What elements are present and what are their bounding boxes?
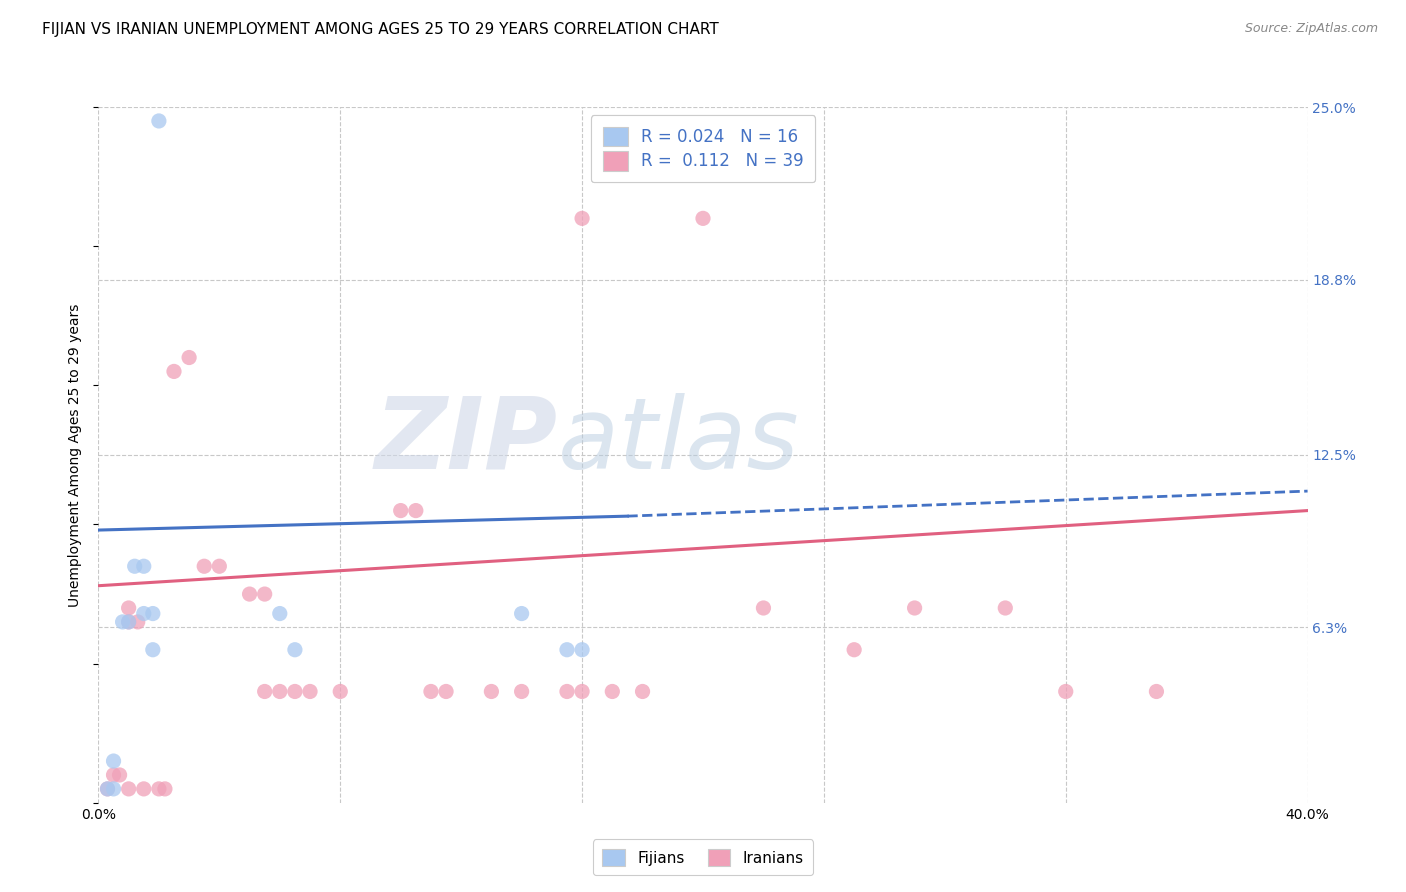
Point [269, 607, 291, 621]
Point [118, 601, 141, 615]
Point [118, 615, 141, 629]
Point [103, 768, 125, 782]
Point [108, 768, 131, 782]
Point [96, 781, 118, 796]
Point [571, 684, 593, 698]
Point [103, 754, 125, 768]
Point [163, 364, 186, 378]
Point [124, 559, 146, 574]
Text: Source: ZipAtlas.com: Source: ZipAtlas.com [1244, 22, 1378, 36]
Point [284, 684, 307, 698]
Point [1054, 684, 1077, 698]
Point [299, 684, 322, 698]
Point [142, 607, 165, 621]
Point [571, 642, 593, 657]
Point [253, 587, 276, 601]
Point [405, 503, 427, 517]
Point [555, 642, 578, 657]
Point [481, 684, 503, 698]
Point [844, 642, 866, 657]
Point [132, 607, 155, 621]
Point [239, 587, 262, 601]
Text: ZIP: ZIP [375, 392, 558, 490]
Point [253, 684, 276, 698]
Point [904, 601, 927, 615]
Point [142, 642, 165, 657]
Point [631, 684, 654, 698]
Point [148, 781, 170, 796]
Point [602, 684, 624, 698]
Point [148, 114, 170, 128]
Point [153, 781, 176, 796]
Point [692, 211, 714, 226]
Legend: Fijians, Iranians: Fijians, Iranians [593, 839, 813, 875]
Legend: R = 0.024   N = 16, R =  0.112   N = 39: R = 0.024 N = 16, R = 0.112 N = 39 [591, 115, 815, 182]
Text: FIJIAN VS IRANIAN UNEMPLOYMENT AMONG AGES 25 TO 29 YEARS CORRELATION CHART: FIJIAN VS IRANIAN UNEMPLOYMENT AMONG AGE… [42, 22, 718, 37]
Point [103, 781, 125, 796]
Point [510, 607, 533, 621]
Point [994, 601, 1017, 615]
Point [752, 601, 775, 615]
Point [269, 684, 291, 698]
Text: atlas: atlas [558, 392, 800, 490]
Point [118, 781, 141, 796]
Point [420, 684, 443, 698]
Point [96, 781, 118, 796]
Point [208, 559, 231, 574]
Point [111, 615, 134, 629]
Point [132, 559, 155, 574]
Point [389, 503, 412, 517]
Point [434, 684, 457, 698]
Point [284, 642, 307, 657]
Point [127, 615, 149, 629]
Point [179, 351, 201, 365]
Point [118, 615, 141, 629]
Point [555, 684, 578, 698]
Point [329, 684, 352, 698]
Point [571, 211, 593, 226]
Point [193, 559, 215, 574]
Point [132, 781, 155, 796]
Point [510, 684, 533, 698]
Y-axis label: Unemployment Among Ages 25 to 29 years: Unemployment Among Ages 25 to 29 years [69, 303, 83, 607]
Point [1144, 684, 1167, 698]
